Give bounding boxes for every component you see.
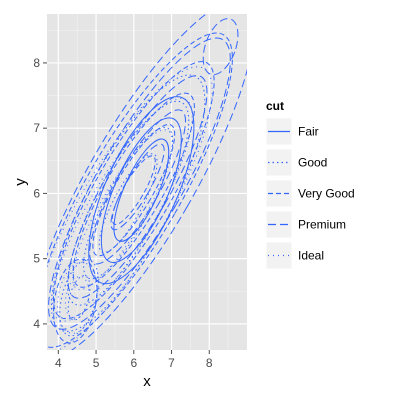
contour-line <box>64 276 90 320</box>
legend-item-premium: Premium <box>265 210 346 239</box>
legend-item-good: Good <box>265 148 327 177</box>
x-axis-title: x <box>143 373 151 390</box>
contour-line <box>50 74 206 332</box>
y-tick-label: 4 <box>33 317 40 331</box>
legend-entries: Fair Good Very Good Premium Ideal <box>265 117 355 270</box>
legend: cut Fair Good Very Good Premium Ideal <box>265 99 355 270</box>
legend-label: Very Good <box>298 187 355 201</box>
contour-line <box>98 153 158 254</box>
legend-label: Ideal <box>298 249 324 263</box>
y-tick-label: 8 <box>33 56 40 70</box>
legend-label: Premium <box>298 218 346 232</box>
contour-line <box>72 92 195 288</box>
contour-line <box>202 18 239 76</box>
contour-line <box>110 143 165 231</box>
x-axis-ticks: 4 5 6 7 8 <box>55 350 213 370</box>
y-tick-label: 7 <box>33 121 40 135</box>
legend-label: Fair <box>298 125 319 139</box>
contour-line <box>47 14 247 350</box>
contour-line <box>53 258 98 344</box>
legend-item-fair: Fair <box>265 117 319 146</box>
contour-line <box>47 66 213 350</box>
contour-line <box>92 123 176 257</box>
contour-line <box>57 261 98 334</box>
x-tick-label: 8 <box>206 356 213 370</box>
contour-layer <box>47 14 247 350</box>
contour-line <box>72 129 173 291</box>
contour-line <box>59 259 99 337</box>
contour-line <box>83 127 174 280</box>
y-tick-label: 6 <box>33 186 40 200</box>
y-axis-title: y <box>12 178 29 186</box>
contour-line <box>48 37 231 330</box>
contour-line <box>67 75 208 299</box>
y-tick-label: 5 <box>33 252 40 266</box>
legend-item-very-good: Very Good <box>265 179 355 208</box>
x-tick-label: 5 <box>93 356 100 370</box>
x-tick-label: 6 <box>130 356 137 370</box>
contour-line <box>88 96 195 285</box>
contour-line <box>52 97 193 322</box>
y-axis-ticks: 4 5 6 7 8 <box>33 56 47 331</box>
x-tick-label: 4 <box>55 356 62 370</box>
legend-key <box>265 148 293 177</box>
contour-line <box>89 109 187 265</box>
contour-series-ideal <box>47 66 213 350</box>
x-tick-label: 7 <box>168 356 175 370</box>
legend-label: Good <box>298 156 327 170</box>
legend-item-ideal: Ideal <box>265 241 324 270</box>
contour-series-premium <box>47 14 247 350</box>
contour-line <box>47 32 233 348</box>
legend-title: cut <box>266 99 284 113</box>
